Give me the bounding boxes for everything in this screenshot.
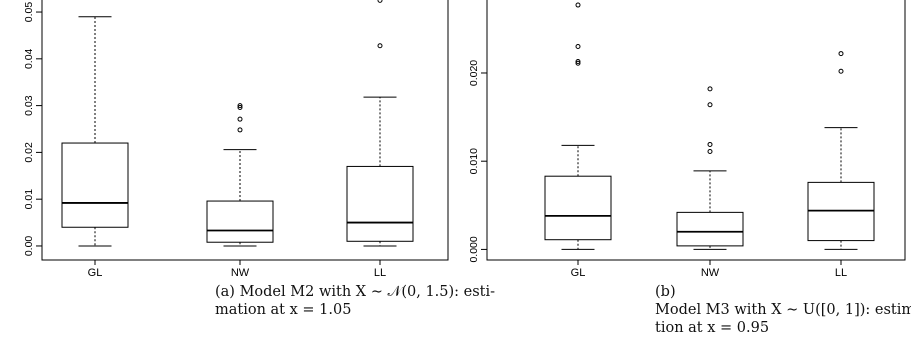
caption-a: (a) Model M2 with X ∼ 𝒩(0, 1.5): esti- m… xyxy=(215,283,495,319)
caption-a-line1: Model M2 with X ∼ 𝒩(0, 1.5): esti- xyxy=(239,284,496,300)
panel-a-ytick-label: 0.00 xyxy=(23,236,35,257)
panel-a-ytick-label: 0.01 xyxy=(23,189,35,210)
caption-a-line2: mation at x = 1.05 xyxy=(215,302,352,318)
panel-a-nw-outlier xyxy=(237,104,243,110)
panel-a-ytick-label: 0.05 xyxy=(23,2,35,23)
panel-b-ytick-label: 0.020 xyxy=(468,60,480,86)
panel-b-ll-outlier xyxy=(838,51,844,57)
caption-b-line2: tion at x = 0.95 xyxy=(655,320,770,336)
panel-b-gl-outlier xyxy=(575,60,581,66)
panel-a-ytick-label: 0.02 xyxy=(23,142,35,163)
panel-b-ll-xtick-label: LL xyxy=(835,267,847,279)
panel-a-plot-frame xyxy=(41,0,449,261)
panel-a-nw-outlier xyxy=(237,127,243,133)
caption-b-label: (b) xyxy=(655,284,676,300)
panel-a-ll-outlier xyxy=(377,43,383,49)
panel-b-ytick-label: 0.010 xyxy=(468,148,480,174)
panel-a-ytick-label: 0.04 xyxy=(23,48,35,69)
caption-a-label: (a) xyxy=(215,284,235,300)
panel-a-ytick-label: 0.03 xyxy=(23,95,35,116)
panel-a-gl-box xyxy=(61,142,129,228)
panel-b-nw-outlier xyxy=(707,102,713,108)
caption-b: (b) Model M3 with X ∼ U([0, 1]): estima-… xyxy=(655,283,911,337)
panel-b-gl-box xyxy=(544,175,612,241)
panel-a-ll-xtick-label: LL xyxy=(374,267,386,279)
panel-a-ll-outlier xyxy=(377,0,383,3)
panel-b-gl-outlier xyxy=(575,2,581,8)
panel-b-nw-box xyxy=(676,211,744,247)
panel-a-nw-outlier xyxy=(237,116,243,122)
panel-b-nw-outlier xyxy=(707,141,713,147)
panel-b-nw-outlier xyxy=(707,86,713,92)
panel-a-gl-xtick-label: GL xyxy=(88,267,103,279)
caption-b-line1: Model M3 with X ∼ U([0, 1]): estima- xyxy=(655,302,911,318)
panel-a-nw-box xyxy=(206,200,274,243)
panel-b-gl-outlier xyxy=(575,59,581,65)
panel-a-nw-xtick-label: NW xyxy=(231,267,250,279)
panel-b-nw-xtick-label: NW xyxy=(701,267,720,279)
panel-b-plot-frame xyxy=(486,0,906,261)
panel-b-nw-outlier xyxy=(707,148,713,154)
panel-b-gl-xtick-label: GL xyxy=(571,267,586,279)
panel-b-gl-outlier xyxy=(575,44,581,50)
panel-b-ll-outlier xyxy=(838,68,844,74)
panel-a-ll-box xyxy=(346,165,414,242)
panel-a-nw-outlier xyxy=(237,103,243,109)
panel-b-ytick-label: 0.000 xyxy=(468,236,480,262)
